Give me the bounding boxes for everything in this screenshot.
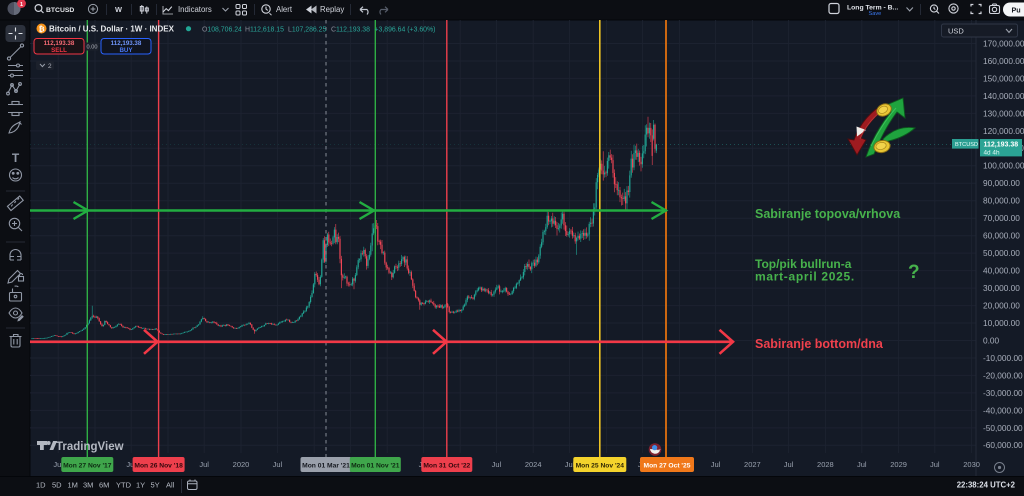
svg-text:BTCUSD: BTCUSD (46, 7, 74, 14)
svg-text:-30,000.00: -30,000.00 (983, 388, 1023, 398)
svg-text:Jul: Jul (711, 460, 721, 469)
svg-text:BTCUSD: BTCUSD (955, 142, 978, 148)
svg-text:?: ? (908, 262, 920, 283)
svg-text:130,000.00: 130,000.00 (983, 108, 1024, 118)
svg-text:2: 2 (48, 63, 52, 70)
svg-text:Jul: Jul (199, 460, 209, 469)
svg-text:5D: 5D (52, 481, 62, 490)
svg-text:150,000.00: 150,000.00 (983, 73, 1024, 83)
svg-text:20,000.00: 20,000.00 (983, 301, 1020, 311)
svg-text:-10,000.00: -10,000.00 (983, 353, 1023, 363)
svg-text:2020: 2020 (233, 460, 250, 469)
svg-text:5Y: 5Y (151, 481, 160, 490)
svg-text:112,193.38: 112,193.38 (111, 40, 142, 47)
svg-text:Mon 01 Mar '21: Mon 01 Mar '21 (302, 462, 350, 469)
svg-text:112,193.38: 112,193.38 (984, 142, 1019, 149)
svg-text:90,000.00: 90,000.00 (983, 178, 1020, 188)
svg-text:O108,706.24: O108,706.24 (202, 26, 242, 33)
svg-text:BUY: BUY (119, 47, 133, 54)
svg-text:120,000.00: 120,000.00 (983, 126, 1024, 136)
svg-text:All: All (166, 481, 175, 490)
svg-text:-40,000.00: -40,000.00 (983, 405, 1023, 415)
svg-text:Jul: Jul (53, 460, 63, 469)
svg-text:70,000.00: 70,000.00 (983, 213, 1020, 223)
svg-text:2030: 2030 (963, 460, 980, 469)
svg-text:-20,000.00: -20,000.00 (983, 370, 1023, 380)
svg-text:Alert: Alert (276, 5, 293, 14)
svg-text:80,000.00: 80,000.00 (983, 196, 1020, 206)
svg-text:Sabiranje topova/vrhova: Sabiranje topova/vrhova (755, 207, 901, 221)
svg-text:0.00: 0.00 (983, 335, 1000, 345)
svg-text:Mon 27 Nov '17: Mon 27 Nov '17 (63, 462, 112, 469)
svg-text:mart-april 2025.: mart-april 2025. (755, 270, 855, 284)
svg-text:T: T (12, 151, 20, 165)
svg-text:Top/pik bullrun-a: Top/pik bullrun-a (755, 257, 852, 271)
svg-text:SELL: SELL (51, 47, 67, 54)
svg-text:Sabiranje bottom/dna: Sabiranje bottom/dna (755, 337, 884, 351)
svg-text:Jul: Jul (784, 460, 794, 469)
svg-text:H112,618.15: H112,618.15 (245, 26, 284, 33)
svg-text:3M: 3M (83, 481, 93, 490)
svg-text:Pu: Pu (1012, 5, 1021, 14)
svg-text:Mon 25 Nov '24: Mon 25 Nov '24 (576, 462, 625, 469)
svg-text:10,000.00: 10,000.00 (983, 318, 1020, 328)
svg-text:1M: 1M (68, 481, 78, 490)
svg-text:YTD: YTD (116, 481, 132, 490)
svg-text:2027: 2027 (744, 460, 761, 469)
svg-text:4d 4h: 4d 4h (984, 150, 1000, 157)
svg-text:-50,000.00: -50,000.00 (983, 423, 1023, 433)
svg-text:140,000.00: 140,000.00 (983, 91, 1024, 101)
svg-text:Replay: Replay (320, 5, 344, 14)
svg-text:1Y: 1Y (136, 481, 145, 490)
svg-text:Jul: Jul (273, 460, 283, 469)
svg-text:+3,896.64 (+3.60%): +3,896.64 (+3.60%) (375, 26, 436, 33)
svg-text:W: W (115, 5, 122, 14)
svg-text:Mon 26 Nov '18: Mon 26 Nov '18 (134, 462, 183, 469)
svg-text:60,000.00: 60,000.00 (983, 231, 1020, 241)
svg-text:₿: ₿ (38, 25, 44, 34)
svg-text:Save: Save (869, 11, 882, 17)
svg-text:40,000.00: 40,000.00 (983, 266, 1020, 276)
svg-text:Mon 01 Nov '21: Mon 01 Nov '21 (351, 462, 400, 469)
svg-text:6M: 6M (99, 481, 109, 490)
svg-text:2024: 2024 (525, 460, 542, 469)
svg-text:100,000.00: 100,000.00 (983, 161, 1024, 171)
svg-text:170,000.00: 170,000.00 (983, 38, 1024, 48)
svg-text:Long Term - B...: Long Term - B... (847, 5, 898, 12)
svg-text:Jul: Jul (126, 460, 136, 469)
svg-text:Mon 31 Oct '22: Mon 31 Oct '22 (423, 462, 470, 469)
svg-text:0.00: 0.00 (87, 45, 98, 51)
svg-text:1: 1 (20, 2, 23, 8)
svg-text:30,000.00: 30,000.00 (983, 283, 1020, 293)
svg-text:Indicators: Indicators (178, 5, 212, 14)
svg-text:Bitcoin / U.S. Dollar · 1W · I: Bitcoin / U.S. Dollar · 1W · INDEX (49, 25, 175, 34)
svg-text:50,000.00: 50,000.00 (983, 248, 1020, 258)
svg-text:1D: 1D (36, 481, 46, 490)
svg-text:2029: 2029 (890, 460, 907, 469)
svg-text:USD: USD (948, 27, 964, 36)
svg-text:2028: 2028 (817, 460, 834, 469)
svg-text:Jul: Jul (565, 460, 575, 469)
svg-text:L107,286.25: L107,286.25 (288, 26, 326, 33)
svg-text:Jul: Jul (492, 460, 502, 469)
svg-text:Jul: Jul (930, 460, 940, 469)
svg-text:C112,193.38: C112,193.38 (331, 26, 370, 33)
svg-text:Jul: Jul (857, 460, 867, 469)
svg-text:Mon 27 Oct '25: Mon 27 Oct '25 (644, 462, 691, 469)
svg-text:160,000.00: 160,000.00 (983, 56, 1024, 66)
svg-text:-60,000.00: -60,000.00 (983, 440, 1023, 450)
svg-text:112,193.38: 112,193.38 (44, 40, 75, 47)
svg-text:22:38:24 UTC+2: 22:38:24 UTC+2 (957, 481, 1016, 490)
svg-text:TradingView: TradingView (56, 441, 124, 453)
